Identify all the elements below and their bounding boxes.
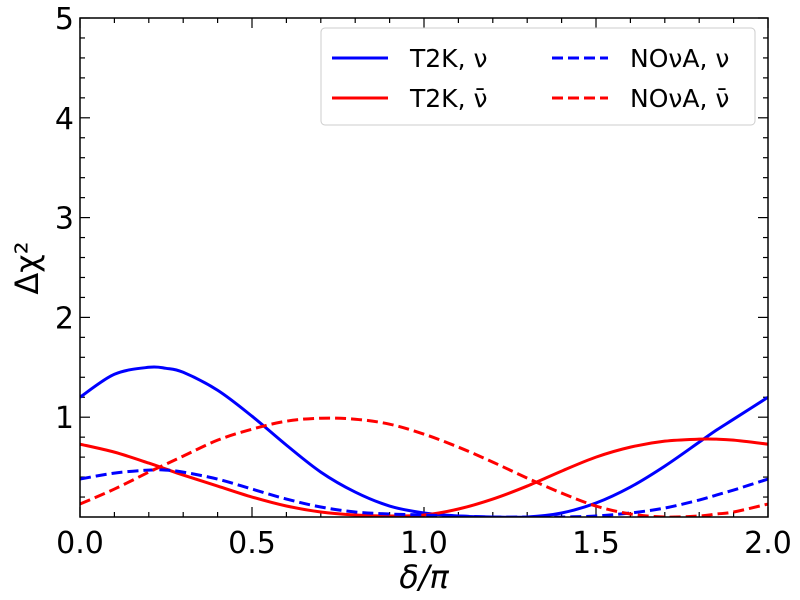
x-tick-label: 2.0 [744,526,792,561]
legend-box [320,27,756,126]
x-tick-label: 0.0 [56,526,104,561]
plot-frame [79,17,769,518]
legend-label-t2k-nu: T2K, ν [409,44,487,73]
legend: T2K, ν T2K, ν̄ NOνA, ν NOνA, ν̄ [320,27,756,126]
y-tick-label: 1 [55,401,74,436]
x-tick-label: 0.5 [228,526,276,561]
legend-label-nova-nubar: NOνA, ν̄ [630,84,729,113]
series-layer [80,365,768,517]
series-line-nova-nubar [80,416,768,517]
y-tick-label: 2 [55,301,74,336]
series-group [80,365,768,517]
ticks-layer: 0.0 0.5 1.0 1.5 2.0 1 2 3 4 5 [55,2,792,561]
y-tick-label: 4 [55,102,74,137]
legend-label-t2k-nubar: T2K, ν̄ [409,84,487,113]
x-tick-label: 1.0 [400,526,448,561]
y-tick-label: 5 [55,2,74,37]
x-tick-label: 1.5 [572,526,620,561]
series-line-t2k-nubar [80,437,768,517]
x-axis-title: δ/π [399,558,449,596]
series-line-t2k-nu [80,365,768,517]
series-line-nova-nu [80,468,768,517]
legend-label-nova-nu: NOνA, ν [630,44,729,73]
y-axis-title: Δχ² [8,241,46,294]
y-tick-label: 3 [55,202,74,237]
